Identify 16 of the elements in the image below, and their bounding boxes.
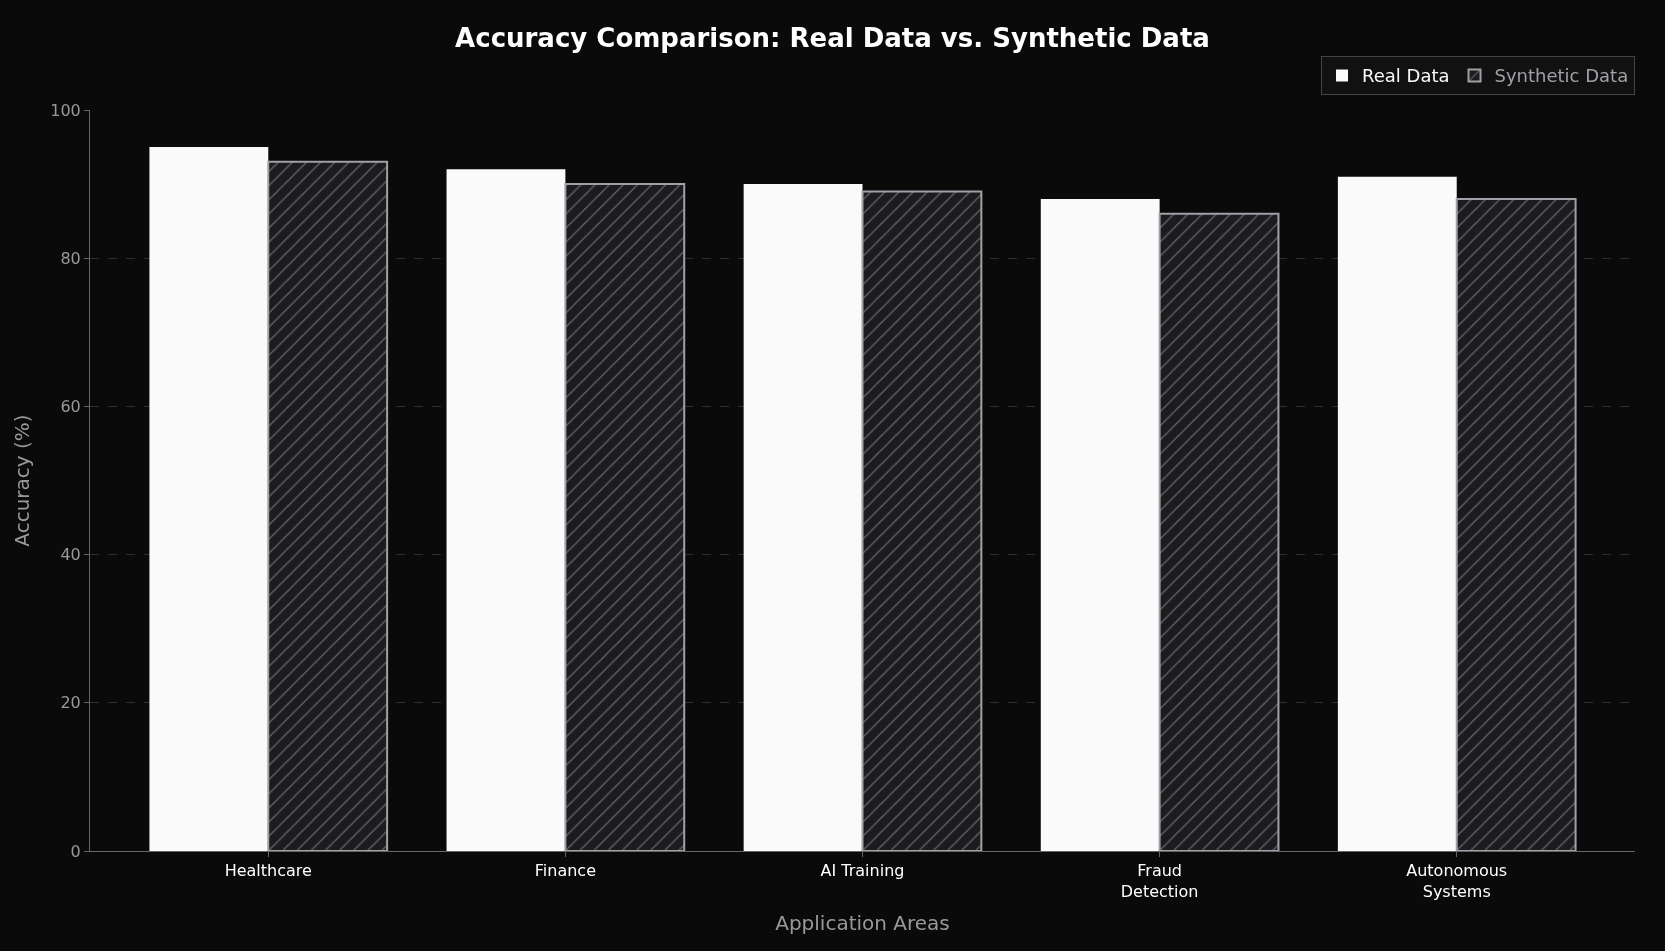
y-tick-label: 0 xyxy=(70,841,81,861)
x-tick-label: Finance xyxy=(534,861,596,881)
x-tick-label: Autonomous Systems xyxy=(1406,861,1508,901)
y-tick-label: 60 xyxy=(60,397,81,416)
x-tick-label: Fraud Detection xyxy=(1120,861,1199,901)
text: Synthetic Data xyxy=(1494,65,1629,87)
legend-label: Real Data xyxy=(1362,65,1450,87)
x-axis-title: Application Areas xyxy=(775,910,950,935)
x-tick-label: AI Training xyxy=(820,861,905,881)
y-tick-label: 100 xyxy=(50,100,81,120)
x-tick-label: Healthcare xyxy=(224,861,312,881)
y-tick-label: 20 xyxy=(60,693,81,713)
y-tick-label: 80 xyxy=(60,248,81,268)
chart-title: Accuracy Comparison: Real Data vs. Synthetic Data xyxy=(455,22,1210,53)
y-tick-label: 40 xyxy=(60,545,81,565)
y-axis-title: Accuracy (%) xyxy=(9,414,34,547)
